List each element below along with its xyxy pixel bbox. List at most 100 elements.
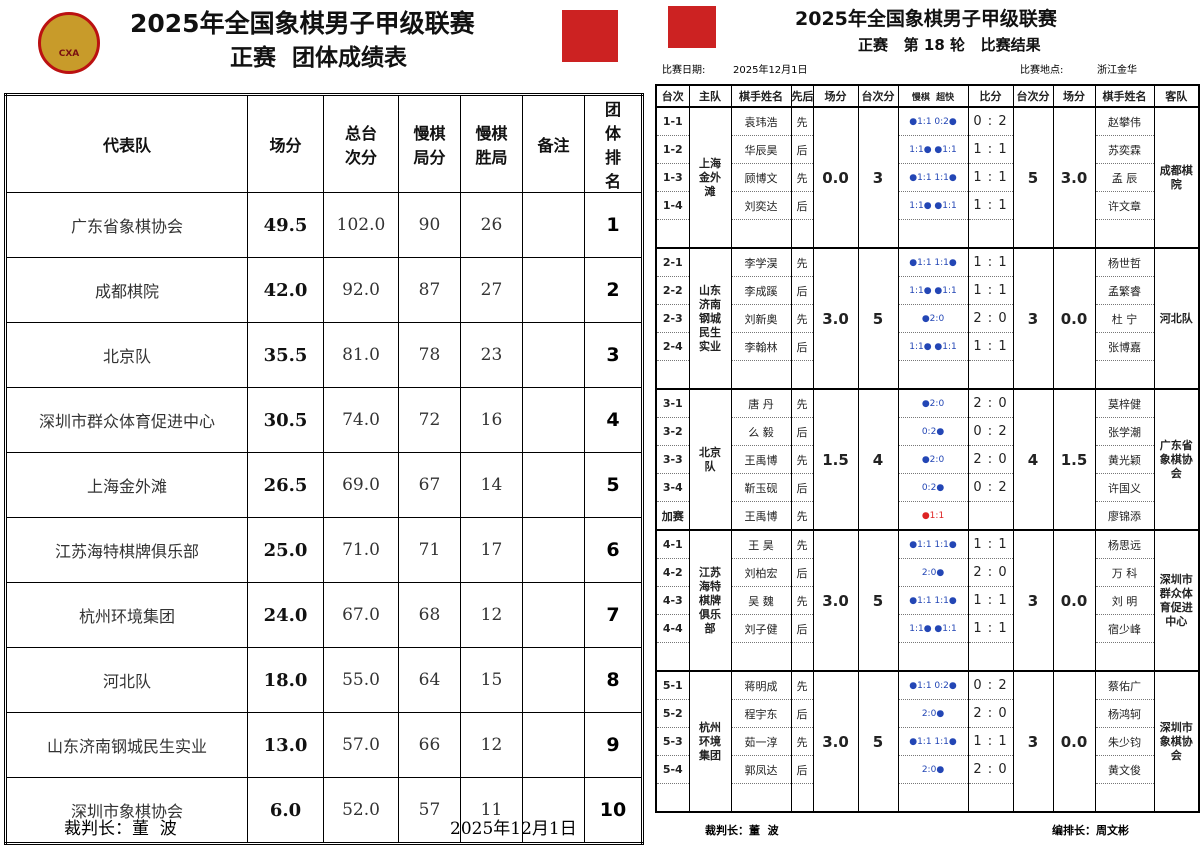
board-no: 1-4	[655, 191, 690, 220]
player: 华辰昊	[730, 135, 792, 164]
board-row	[655, 783, 1199, 813]
opponent	[1094, 642, 1155, 672]
rank: 10	[584, 777, 643, 844]
header-cell: 客队	[1153, 85, 1200, 108]
board-no: 5-4	[655, 755, 690, 784]
result: 2:0●	[897, 755, 969, 784]
team: 北京队	[5, 322, 248, 388]
player: 顾博文	[730, 163, 792, 192]
board-row	[655, 219, 1199, 249]
team-row: 上海金外滩 26.5 69.0 67 14 5	[5, 452, 643, 518]
side: 后	[790, 558, 814, 587]
board-row: 4-3 吴 魏先 ●1:1 1:1● 1 : 1 刘 明	[655, 586, 1199, 615]
side: 先	[790, 671, 814, 700]
header-cell: 台次分	[1012, 85, 1054, 108]
player	[730, 783, 792, 813]
wins: 12	[460, 582, 523, 648]
board-no: 2-1	[655, 248, 690, 277]
remark	[522, 712, 585, 778]
result: ●2:0	[897, 304, 969, 333]
board-points: 102.0	[323, 192, 399, 258]
side: 先	[790, 586, 814, 615]
result: ●1:1 0:2●	[897, 671, 969, 700]
player: 程宇东	[730, 699, 792, 728]
date: 2025年12月1日	[733, 65, 808, 76]
opponent: 黄光颖	[1094, 445, 1155, 474]
score: 26.5	[247, 452, 324, 518]
home-score: 3.0	[812, 530, 859, 672]
result: ●1:1 0:2●	[897, 107, 969, 136]
board-row: 1-4 刘奕达后 1:1● ●1:1 1 : 1 许文章	[655, 191, 1199, 220]
team-row: 北京队 35.5 81.0 78 23 3	[5, 322, 643, 388]
opponent: 许国义	[1094, 473, 1155, 502]
board-row: 3-3 王禹博先 ●2:0 2 : 0 黄光颖	[655, 445, 1199, 474]
board-row: 5-4 郭凤达后 2:0● 2 : 0 黄文俊	[655, 755, 1199, 784]
board-row: 加赛 王禹博先 ●1:1 廖锦添	[655, 501, 1199, 531]
game-points: 90	[398, 192, 461, 258]
board-no: 3-2	[655, 417, 690, 446]
team-row: 成都棋院 42.0 92.0 87 27 2	[5, 257, 643, 323]
side: 先	[790, 389, 814, 418]
board-row: 2-1 山东济南钢城民生实业 李学淏先 3.0 5 ●1:1 1:1● 1 : 1 3 0.0 杨…	[655, 248, 1200, 390]
board-no: 4-2	[655, 558, 690, 587]
side: 先	[790, 248, 814, 277]
header-cell: 总台次分	[323, 94, 399, 193]
remark	[522, 387, 585, 453]
opponent: 廖锦添	[1094, 501, 1155, 531]
score: 6.0	[247, 777, 324, 844]
date-label: 比赛日期:	[662, 65, 706, 76]
board-row: 4-4 刘子健后 1:1● ●1:1 1 : 1 宿少峰	[655, 614, 1199, 643]
board-no: 1-3	[655, 163, 690, 192]
opponent: 杨思远	[1094, 530, 1155, 559]
result: ●1:1 1:1●	[897, 248, 969, 277]
result: 2:0●	[897, 558, 969, 587]
result: 1:1● ●1:1	[897, 276, 969, 305]
score	[967, 783, 1014, 813]
board-row: 5-3 茹一淳先 ●1:1 1:1● 1 : 1 朱少钧	[655, 727, 1199, 756]
side: 后	[790, 755, 814, 784]
side: 先	[790, 304, 814, 333]
player	[730, 642, 792, 672]
away-score: 0.0	[1052, 671, 1096, 813]
board-row: 3-1 北京队唐 丹先 1.5 4 ●2:0 2 : 0 4 1.5 莫梓健 广东省象棋协会	[655, 389, 1200, 531]
opponent: 孟繁睿	[1094, 276, 1155, 305]
side: 先	[790, 530, 814, 559]
side	[790, 783, 814, 813]
away-team: 深圳市群众体育促进中心	[1153, 530, 1200, 672]
board-no: 3-1	[655, 389, 690, 418]
player: 么 毅	[730, 417, 792, 446]
header-cell: 场分	[1052, 85, 1096, 108]
seal	[562, 10, 618, 62]
result: ●1:1 1:1●	[897, 586, 969, 615]
board-points: 69.0	[323, 452, 399, 518]
team-row: 广东省象棋协会 49.5 102.0 90 26 1	[5, 192, 643, 258]
home-team: 北京队	[688, 389, 732, 531]
result: ●1:1 1:1●	[897, 163, 969, 192]
header-row: 代表队 场分 总台次分 慢棋局分 慢棋胜局 备注 团体排名	[5, 94, 643, 193]
player: 蒋明成	[730, 671, 792, 700]
side: 先	[790, 445, 814, 474]
board-row: 4-2 刘柏宏后 2:0● 2 : 0 万 科	[655, 558, 1199, 587]
wins: 12	[460, 712, 523, 778]
opponent: 刘 明	[1094, 586, 1155, 615]
result: 2:0●	[897, 699, 969, 728]
rank: 1	[584, 192, 643, 258]
board-no: 3-4	[655, 473, 690, 502]
result	[897, 642, 969, 672]
header-cell: 先后	[790, 85, 814, 108]
remark	[522, 582, 585, 648]
away-board-points: 3	[1012, 671, 1054, 813]
board-no: 2-2	[655, 276, 690, 305]
wins: 26	[460, 192, 523, 258]
game-points: 87	[398, 257, 461, 323]
team: 成都棋院	[5, 257, 248, 323]
rank: 5	[584, 452, 643, 518]
board-row: 2-3 刘新奥先 ●2:0 2 : 0 杜 宁	[655, 304, 1199, 333]
home-score: 1.5	[812, 389, 859, 531]
side: 后	[790, 417, 814, 446]
score: 0 : 2	[967, 417, 1014, 446]
board-row: 3-2 么 毅后 0:2● 0 : 2 张学潮	[655, 417, 1199, 446]
board-points: 57.0	[323, 712, 399, 778]
header-cell: 场分	[247, 94, 324, 193]
wins: 14	[460, 452, 523, 518]
